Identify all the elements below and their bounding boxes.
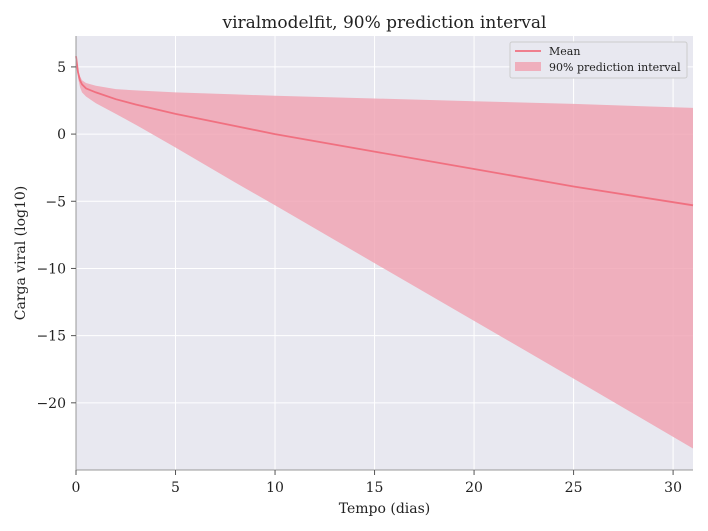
- x-tick-label: 20: [465, 480, 483, 496]
- axes: [75, 36, 693, 471]
- x-tick-label: 30: [664, 480, 682, 496]
- prediction-interval-band: [76, 56, 693, 449]
- x-tick-label: 10: [266, 480, 284, 496]
- legend-interval-swatch: [515, 62, 541, 71]
- y-tick-label: −20: [36, 396, 66, 412]
- x-axis-label: Tempo (dias): [339, 501, 431, 517]
- x-tick-label: 15: [366, 480, 384, 496]
- y-tick-label: 5: [57, 60, 66, 76]
- y-axis-label: Carga viral (log10): [13, 186, 29, 320]
- x-tick-label: 5: [171, 480, 180, 496]
- x-axis-ticks: 0 5 10 15 20 25 30: [72, 470, 682, 496]
- legend-mean-label: Mean: [549, 45, 580, 58]
- legend-interval-label: 90% prediction interval: [549, 61, 681, 74]
- prediction-interval-band-group: [76, 56, 693, 449]
- chart-title: viralmodelfit, 90% prediction interval: [222, 13, 547, 33]
- mean-line: [75, 56, 694, 207]
- y-tick-label: −5: [45, 194, 66, 210]
- mean-line-group: [75, 56, 694, 207]
- legend: Mean 90% prediction interval: [509, 41, 688, 79]
- y-tick-label: −15: [36, 329, 66, 345]
- x-tick-label: 0: [72, 480, 81, 496]
- x-tick-label: 25: [565, 480, 583, 496]
- y-axis-ticks: 5 0 −5 −10 −15 −20: [36, 60, 76, 412]
- y-tick-label: −10: [36, 261, 66, 277]
- legend-box: [509, 41, 688, 79]
- y-tick-label: 0: [57, 127, 66, 143]
